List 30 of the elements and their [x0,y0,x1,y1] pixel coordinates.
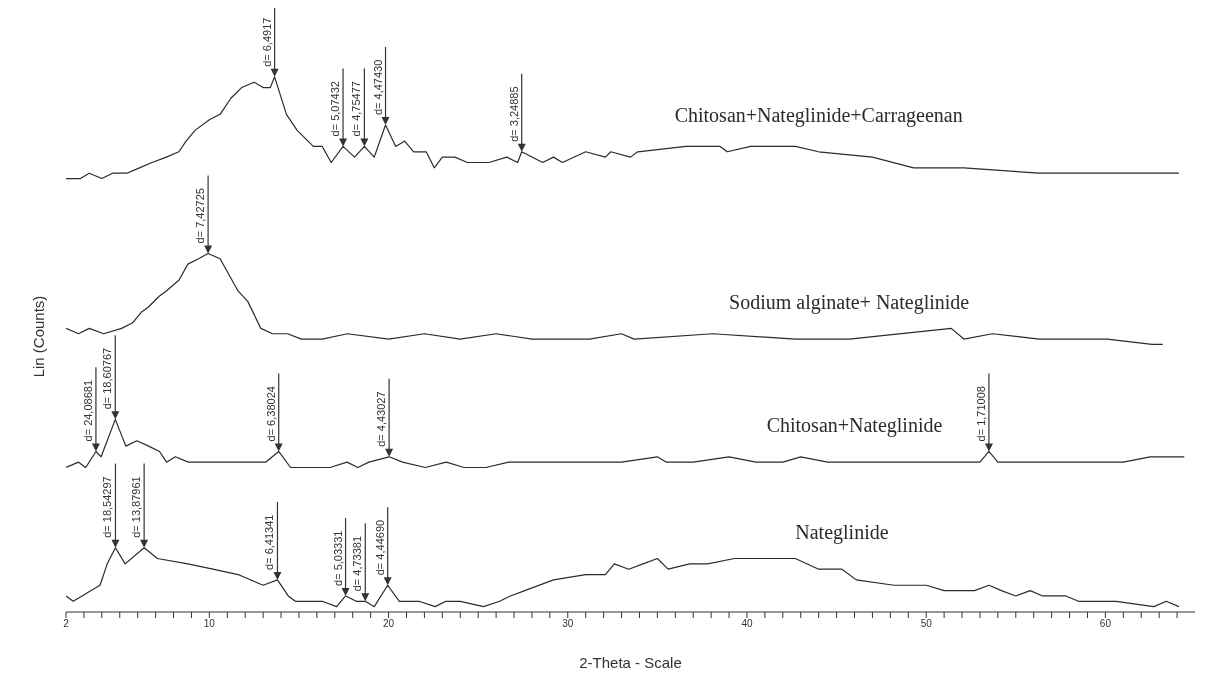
y-axis-title: Lin (Counts) [29,294,47,380]
annotation: d= 4,44690 [373,519,386,576]
annotation: d= 5,03331 [331,530,344,586]
x-tick-label: 10 [203,618,216,630]
annotation: d= 18,60767 [101,347,114,410]
x-tick-label: 30 [562,618,574,630]
annotation: d= 24,08681 [81,379,94,442]
x-tick-label: 40 [741,618,753,630]
series-label: Nateglinide [795,521,889,545]
annotation: d= 6,38024 [264,386,277,442]
annotation: d= 4,73381 [351,535,364,592]
annotation: d= 7,42725 [194,188,207,244]
annotation: d= 4,47430 [371,59,384,116]
x-tick-label: 50 [920,618,933,630]
annotation: d= 18,54297 [101,476,114,538]
annotation: d= 6,41341 [263,514,276,570]
annotation: d= 1,71008 [974,386,987,442]
series-label: Chitosan+Nateglinide [766,414,943,438]
annotation: d= 4,43027 [375,391,388,447]
annotation: d= 4,75477 [350,81,363,137]
annotation: d= 3,24885 [507,86,520,142]
annotation: d= 6,4917 [260,17,273,67]
x-tick-label: 20 [383,618,395,630]
series-label: Chitosan+Nateglinide+Carrageenan [674,103,963,127]
x-axis-title: 2-Theta - Scale [579,654,682,671]
x-tick-label: 60 [1099,618,1112,630]
x-tick-label: 2 [63,618,70,630]
annotation: d= 13,87961 [130,476,143,538]
annotation: d= 5,07432 [329,81,342,137]
series-label: Sodium alginate+ Nateglinide [729,291,970,315]
